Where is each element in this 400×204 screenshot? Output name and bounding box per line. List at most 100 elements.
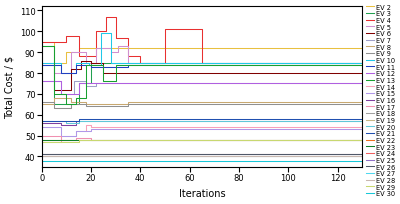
EV 20	[42, 120, 46, 123]
EV 15	[62, 135, 66, 137]
EV 15	[76, 131, 81, 133]
EV 4	[138, 62, 143, 64]
EV 12	[62, 93, 66, 96]
EV 13	[76, 97, 81, 100]
EV 9	[39, 101, 44, 104]
EV 9	[71, 104, 76, 106]
EV 15	[89, 129, 94, 131]
EV 18	[360, 153, 364, 156]
EV 16	[360, 120, 364, 123]
EV 5	[84, 62, 88, 64]
EV 11	[74, 72, 79, 75]
EV 24	[360, 153, 364, 156]
EV 7	[71, 81, 76, 83]
EV 2	[52, 62, 56, 64]
EV 20	[64, 122, 69, 125]
EV 12	[360, 83, 364, 85]
EV 27	[360, 155, 364, 158]
EV 10	[360, 62, 364, 64]
Line: EV 4: EV 4	[42, 18, 362, 63]
EV 6	[71, 68, 76, 71]
EV 25	[89, 155, 94, 158]
EV 13	[39, 45, 44, 48]
EV 3	[360, 62, 364, 64]
EV 6	[69, 68, 74, 71]
EV 29	[42, 141, 46, 143]
EV 22	[360, 139, 364, 141]
EV 12	[79, 83, 84, 85]
EV 13	[66, 104, 71, 106]
EV 17	[59, 139, 64, 141]
EV 25	[76, 155, 81, 158]
EV 2	[39, 41, 44, 44]
Line: EV 21: EV 21	[42, 119, 362, 121]
EV 10	[42, 62, 46, 64]
EV 9	[42, 101, 46, 104]
EV 14	[360, 126, 364, 129]
EV 5	[42, 62, 46, 64]
EV 11	[42, 64, 46, 67]
EV 27	[76, 155, 81, 158]
EV 27	[360, 155, 364, 158]
EV 16	[39, 122, 44, 125]
EV 11	[74, 64, 79, 67]
EV 13	[54, 93, 59, 96]
EV 6	[79, 68, 84, 71]
EV 2	[261, 48, 266, 50]
EV 15	[62, 135, 66, 137]
EV 18	[42, 153, 46, 156]
EV 26	[360, 153, 364, 156]
EV 10	[74, 72, 79, 75]
EV 7	[59, 93, 64, 96]
EV 24	[89, 153, 94, 156]
EV 21	[89, 118, 94, 121]
EV 28	[76, 155, 81, 158]
EV 14	[59, 141, 64, 143]
EV 7	[62, 93, 66, 96]
EV 30	[42, 160, 46, 162]
EV 12	[126, 83, 130, 85]
EV 2	[264, 48, 268, 50]
EV 16	[89, 120, 94, 123]
EV 8	[69, 97, 74, 100]
EV 26	[39, 153, 44, 156]
EV 3	[126, 62, 130, 64]
EV 10	[108, 62, 113, 64]
Line: EV 11: EV 11	[42, 65, 362, 74]
EV 9	[84, 104, 88, 106]
EV 22	[76, 139, 81, 141]
EV 6	[42, 64, 46, 67]
EV 22	[89, 139, 94, 141]
EV 28	[76, 155, 81, 158]
EV 5	[94, 48, 98, 50]
EV 5	[94, 62, 98, 64]
EV 10	[98, 33, 103, 35]
EV 14	[42, 141, 46, 143]
EV 6	[39, 64, 44, 67]
EV 16	[74, 124, 79, 127]
EV 11	[360, 64, 364, 67]
EV 16	[76, 120, 81, 123]
EV 28	[39, 155, 44, 158]
EV 17	[62, 139, 66, 141]
EV 14	[76, 131, 81, 133]
EV 8	[69, 101, 74, 104]
EV 11	[74, 64, 79, 67]
EV 14	[42, 141, 46, 143]
EV 10	[98, 33, 103, 35]
EV 7	[71, 93, 76, 96]
EV 28	[42, 155, 46, 158]
EV 27	[360, 155, 364, 158]
EV 6	[81, 60, 86, 62]
EV 5	[52, 72, 56, 75]
EV 21	[42, 120, 46, 123]
EV 11	[62, 72, 66, 75]
EV 13	[101, 64, 106, 67]
EV 20	[89, 120, 94, 123]
EV 6	[101, 72, 106, 75]
EV 5	[360, 62, 364, 64]
EV 20	[89, 120, 94, 123]
EV 11	[42, 64, 46, 67]
EV 13	[113, 64, 118, 67]
EV 5	[96, 48, 101, 50]
